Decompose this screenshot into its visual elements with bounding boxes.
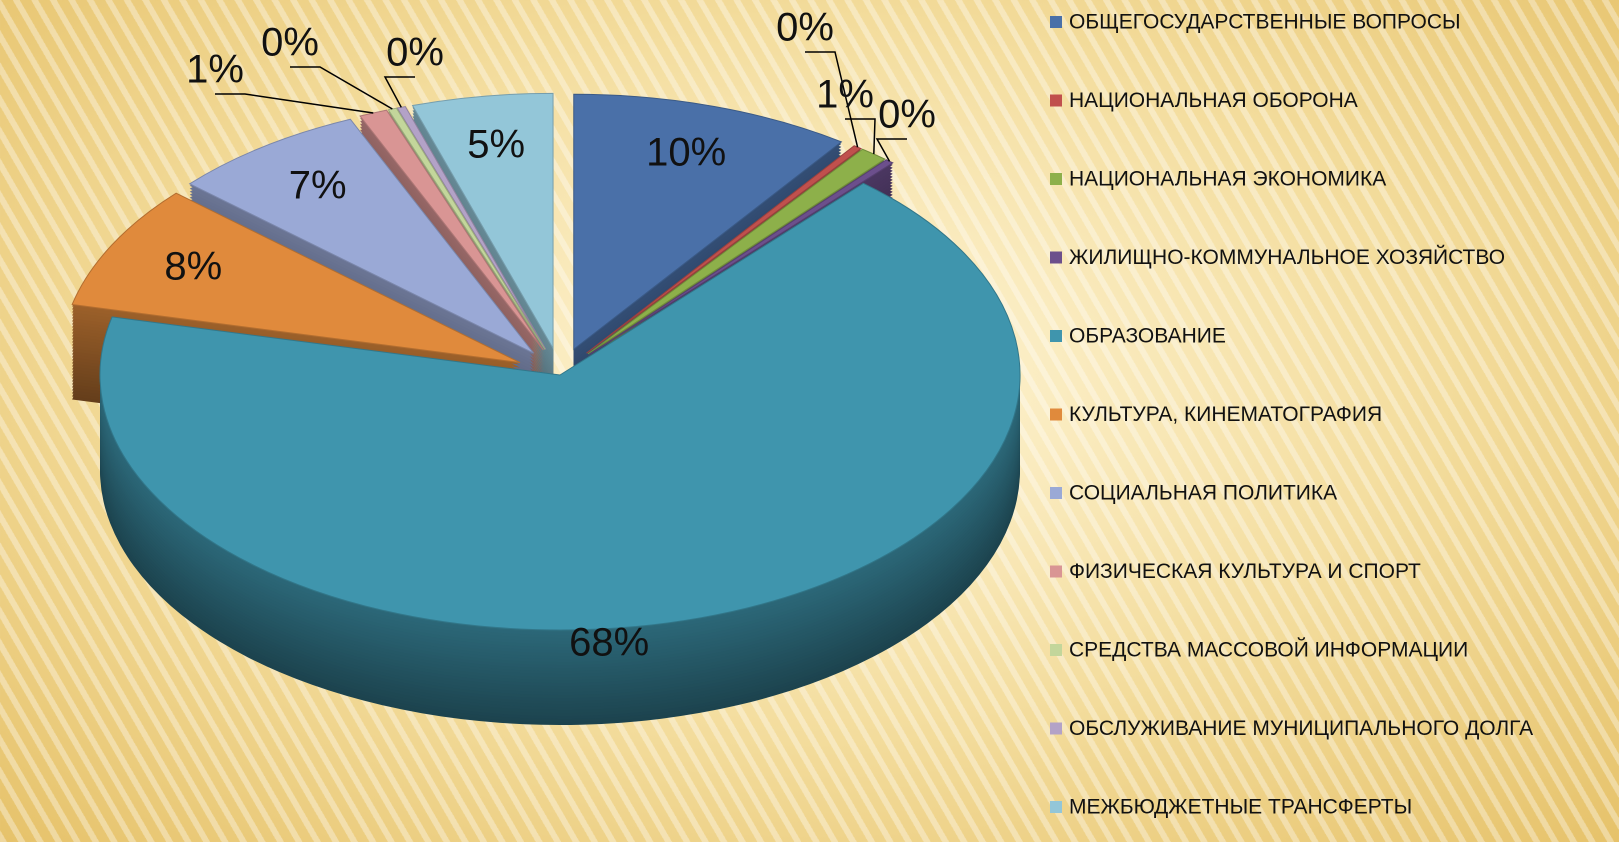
legend-swatch [1050,644,1062,656]
pie-slice [71,192,521,364]
data-label: 68% [569,621,649,665]
pie-slice [99,182,1021,631]
legend-label: ОБЩЕГОСУДАРСТВЕННЫЕ ВОПРОСЫ [1069,11,1461,34]
legend-label: ОБРАЗОВАНИЕ [1069,325,1226,348]
data-label: 8% [164,244,222,288]
legend-label: ФИЗИЧЕСКАЯ КУЛЬТУРА И СПОРТ [1069,560,1421,583]
legend-swatch [1050,722,1062,735]
legend-swatch [1050,251,1062,264]
data-label: 1% [816,73,874,117]
pie-slice [586,145,863,354]
legend-swatch [1050,16,1062,28]
leader-line [215,93,374,114]
leader-line [290,66,393,110]
legend-swatch [1050,173,1062,185]
pie-slice [188,118,534,354]
data-label: 5% [467,122,525,166]
legend-swatch [1050,330,1062,342]
legend-swatch [1050,565,1062,578]
legend-label: СРЕДСТВА МАССОВОЙ ИНФОРМАЦИИ [1069,638,1468,662]
data-label: 0% [261,21,319,65]
leader-line [805,51,859,148]
data-label: 7% [289,164,347,208]
pie-slice [573,93,843,351]
legend-label: НАЦИОНАЛЬНАЯ ЭКОНОМИКА [1069,168,1386,191]
legend-swatch [1050,801,1062,813]
pie-slice [411,92,554,351]
legend-swatch [1050,408,1062,421]
legend-swatch [1050,94,1062,107]
leader-line [845,118,876,155]
leader-line [875,138,907,162]
data-label: 1% [186,48,244,92]
legend-label: КУЛЬТУРА, КИНЕМАТОГРАФИЯ [1069,403,1382,426]
legend-label: СОЦИАЛЬНАЯ ПОЛИТИКА [1069,482,1337,505]
legend-label: ОБСЛУЖИВАНИЕ МУНИЦИПАЛЬНОГО ДОЛГА [1069,717,1533,740]
data-label: 0% [386,31,444,75]
leader-line [383,76,415,108]
data-label: 0% [878,93,936,137]
data-label: 10% [646,131,726,175]
legend-label: МЕЖБЮДЖЕТНЫЕ ТРАНСФЕРТЫ [1069,796,1412,819]
legend-swatch [1050,487,1062,499]
legend-label: НАЦИОНАЛЬНАЯ ОБОРОНА [1069,89,1358,112]
legend-label: ЖИЛИЩНО-КОММУНАЛЬНОЕ ХОЗЯЙСТВО [1069,245,1505,269]
data-label: 0% [776,6,834,50]
